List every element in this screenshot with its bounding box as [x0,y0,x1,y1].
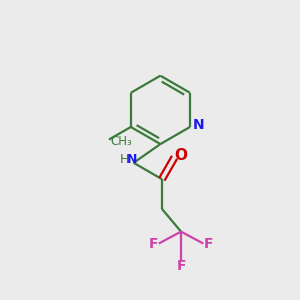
Text: F: F [148,236,158,250]
Text: O: O [175,148,188,163]
Text: F: F [204,236,213,250]
Text: F: F [176,260,186,273]
Text: N: N [193,118,204,133]
Text: N: N [127,153,137,166]
Text: H: H [120,153,129,166]
Text: CH₃: CH₃ [110,135,132,148]
